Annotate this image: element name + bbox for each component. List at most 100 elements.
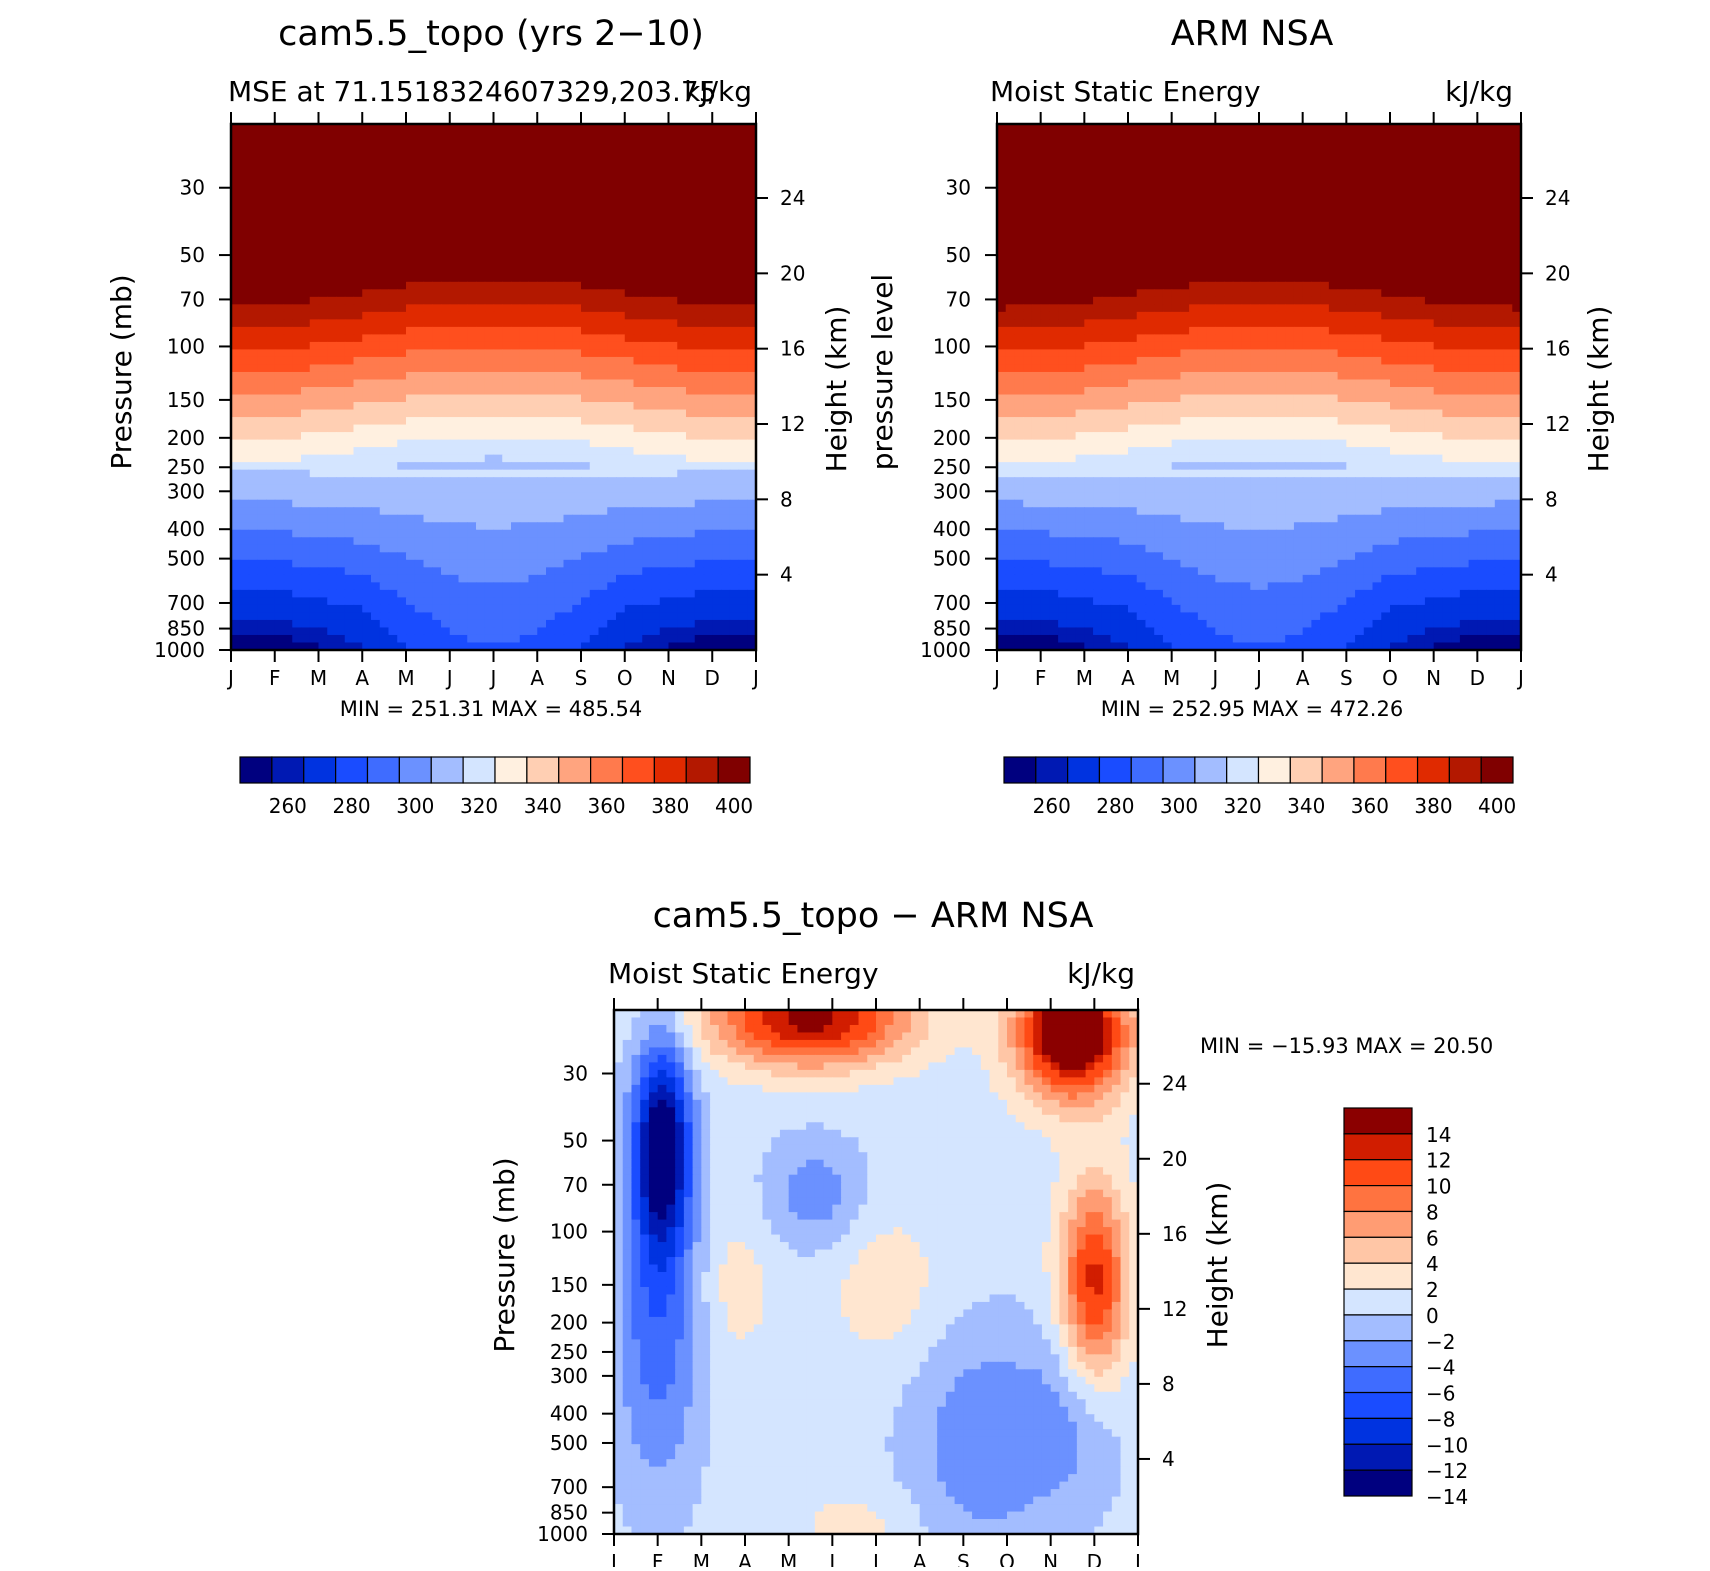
contour-cell: [397, 207, 406, 215]
contour-cell: [441, 312, 450, 320]
contour-cell: [362, 154, 371, 162]
contour-cell: [511, 207, 520, 215]
contour-cell: [572, 507, 581, 515]
contour-cell: [686, 207, 695, 215]
contour-cell: [555, 575, 564, 583]
colorbar-label: 320: [460, 794, 498, 818]
contour-cell: [231, 312, 240, 320]
contour-cell: [1355, 139, 1364, 147]
contour-cell: [529, 357, 538, 365]
contour-cell: [476, 612, 485, 620]
contour-cell: [695, 274, 704, 282]
contour-cell: [739, 364, 748, 372]
contour-cell: [354, 635, 363, 643]
contour-cell: [660, 612, 669, 620]
contour-cell: [546, 357, 555, 365]
contour-cell: [625, 477, 634, 485]
contour-cell: [642, 560, 651, 568]
contour-cell: [721, 274, 730, 282]
contour-cell: [397, 282, 406, 290]
contour-cell: [625, 199, 634, 207]
contour-cell: [362, 364, 371, 372]
contour-cell: [721, 297, 730, 305]
contour-cell: [336, 567, 345, 575]
contour-cell: [310, 282, 319, 290]
contour-cell: [345, 575, 354, 583]
contour-cell: [284, 447, 293, 455]
contour-cell: [739, 319, 748, 327]
contour-cell: [354, 515, 363, 523]
contour-cell: [467, 222, 476, 230]
contour-cell: [511, 417, 520, 425]
contour-cell: [1049, 169, 1058, 177]
contour-cell: [432, 229, 441, 237]
contour-cell: [625, 357, 634, 365]
contour-cell: [572, 379, 581, 387]
contour-cell: [319, 199, 328, 207]
contour-cell: [677, 455, 686, 463]
contour-cell: [511, 492, 520, 500]
contour-cell: [406, 485, 415, 493]
contour-cell: [380, 537, 389, 545]
contour-cell: [555, 537, 564, 545]
contour-cell: [555, 395, 564, 403]
contour-cell: [319, 297, 328, 305]
contour-cell: [1137, 207, 1146, 215]
contour-cell: [397, 342, 406, 350]
contour-cell: [476, 590, 485, 598]
contour-cell: [266, 582, 275, 590]
contour-cell: [581, 207, 590, 215]
contour-cell: [494, 342, 503, 350]
contour-cell: [354, 282, 363, 290]
contour-cell: [432, 470, 441, 478]
contour-cell: [651, 590, 660, 598]
contour-cell: [704, 162, 713, 170]
contour-cell: [616, 462, 625, 470]
contour-cell: [441, 522, 450, 530]
contour-cell: [625, 372, 634, 380]
contour-cell: [511, 635, 520, 643]
contour-cell: [371, 417, 380, 425]
contour-cell: [319, 492, 328, 500]
contour-cell: [607, 207, 616, 215]
contour-cell: [310, 552, 319, 560]
contour-cell: [721, 462, 730, 470]
contour-cell: [721, 304, 730, 312]
contour-cell: [415, 267, 424, 275]
contour-cell: [494, 222, 503, 230]
contour-cell: [572, 417, 581, 425]
contour-cell: [607, 319, 616, 327]
contour-cell: [572, 462, 581, 470]
contour-cell: [1224, 169, 1233, 177]
contour-cell: [721, 515, 730, 523]
contour-cell: [651, 229, 660, 237]
contour-cell: [642, 267, 651, 275]
contour-cell: [240, 267, 249, 275]
contour-cell: [450, 274, 459, 282]
contour-cell: [389, 545, 398, 553]
contour-cell: [1032, 177, 1041, 185]
contour-cell: [284, 582, 293, 590]
contour-cell: [502, 162, 511, 170]
contour-cell: [310, 342, 319, 350]
contour-cell: [397, 507, 406, 515]
y-tick-label: 850: [167, 617, 205, 641]
contour-cell: [380, 244, 389, 252]
contour-cell: [677, 402, 686, 410]
contour-cell: [1119, 162, 1128, 170]
contour-cell: [467, 552, 476, 560]
contour-cell: [616, 552, 625, 560]
contour-cell: [301, 455, 310, 463]
contour-cell: [389, 582, 398, 590]
contour-cell: [336, 139, 345, 147]
contour-cell: [695, 507, 704, 515]
contour-cell: [354, 184, 363, 192]
contour-cell: [625, 447, 634, 455]
contour-cell: [266, 575, 275, 583]
contour-cell: [257, 470, 266, 478]
contour-cell: [686, 169, 695, 177]
contour-cell: [704, 552, 713, 560]
contour-cell: [292, 199, 301, 207]
contour-cell: [1242, 177, 1251, 185]
contour-cell: [599, 627, 608, 635]
